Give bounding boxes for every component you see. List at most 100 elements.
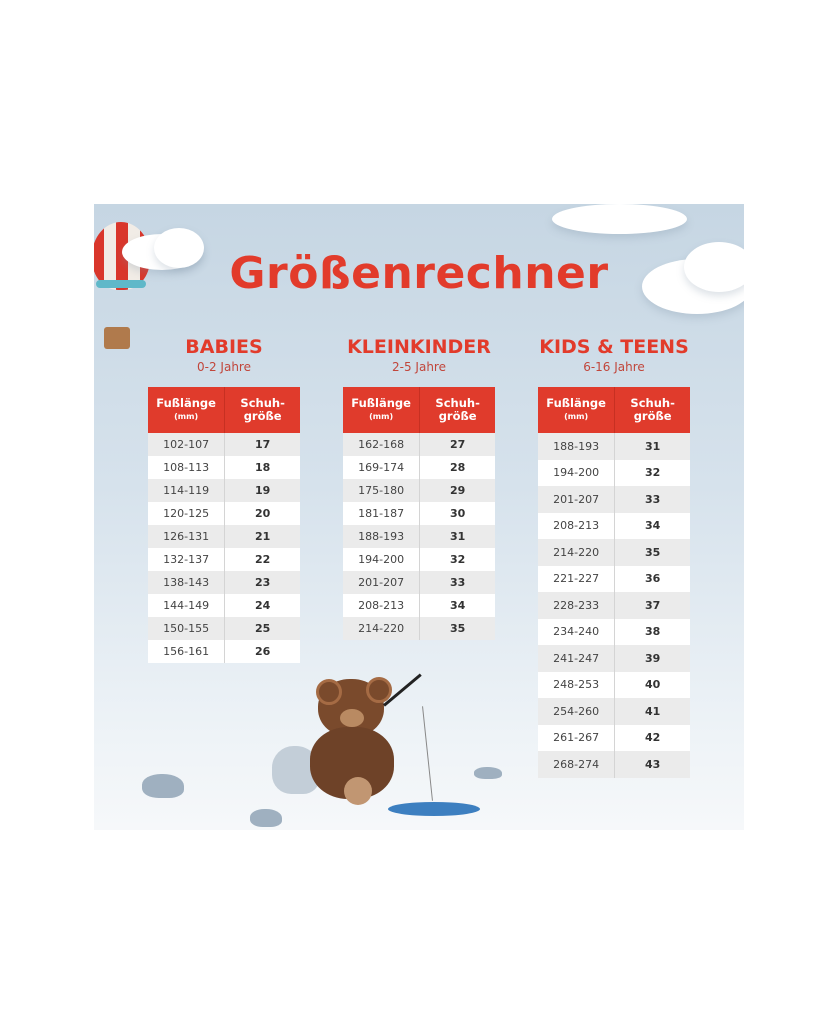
foot-length-cell: 169-174	[343, 456, 421, 479]
section-title: BABIES	[185, 336, 263, 358]
shoe-size-cell: 23	[224, 571, 300, 594]
section-title: KIDS & TEENS	[539, 336, 689, 358]
size-chart-card: Größenrechner BABIES 0-2 Jahre Fußlänge (…	[94, 204, 744, 830]
header-label: größe	[243, 409, 282, 423]
table-row: 108-113 18	[148, 456, 300, 479]
water-hole	[388, 802, 480, 816]
shoe-size-cell: 41	[614, 698, 690, 725]
shoe-size-cell: 17	[224, 433, 300, 456]
table-header: Fußlänge (mm) Schuh-größe	[343, 387, 495, 433]
table-row: 188-193 31	[343, 525, 495, 548]
header-foot-length: Fußlänge (mm)	[343, 387, 421, 433]
shoe-size-cell: 32	[614, 459, 690, 486]
size-section: KLEINKINDER 2-5 Jahre Fußlänge (mm) Schuh…	[343, 336, 495, 640]
foot-length-cell: 221-227	[538, 565, 616, 592]
header-label: Schuh-	[630, 396, 675, 410]
table-row: 102-107 17	[148, 433, 300, 456]
table-row: 221-227 36	[538, 565, 690, 592]
table-row: 194-200 32	[538, 459, 690, 486]
header-label: größe	[438, 409, 477, 423]
size-table: Fußlänge (mm) Schuh-größe 102-107 17 108-113…	[148, 387, 300, 663]
header-label: Fußlänge	[546, 396, 606, 410]
foot-length-cell: 248-253	[538, 671, 616, 698]
foot-length-cell: 234-240	[538, 618, 616, 645]
table-row: 261-267 42	[538, 724, 690, 751]
header-shoe-size: Schuh-größe	[614, 387, 690, 433]
foot-length-cell: 126-131	[148, 525, 226, 548]
header-shoe-size: Schuh-größe	[224, 387, 300, 433]
shoe-size-cell: 37	[614, 592, 690, 619]
table-header: Fußlänge (mm) Schuh-größe	[148, 387, 300, 433]
shoe-size-cell: 20	[224, 502, 300, 525]
shoe-size-cell: 21	[224, 525, 300, 548]
table-row: 162-168 27	[343, 433, 495, 456]
table-row: 114-119 19	[148, 479, 300, 502]
cloud	[552, 204, 687, 234]
table-row: 138-143 23	[148, 571, 300, 594]
table-row: 175-180 29	[343, 479, 495, 502]
foot-length-cell: 150-155	[148, 617, 226, 640]
shoe-size-cell: 39	[614, 645, 690, 672]
cloud	[684, 242, 744, 292]
shoe-size-cell: 33	[419, 571, 495, 594]
foot-length-cell: 132-137	[148, 548, 226, 571]
header-label: Fußlänge	[351, 396, 411, 410]
foot-length-cell: 120-125	[148, 502, 226, 525]
foot-length-cell: 162-168	[343, 433, 421, 456]
foot-length-cell: 175-180	[343, 479, 421, 502]
foot-length-cell: 188-193	[538, 433, 616, 460]
foot-length-cell: 188-193	[343, 525, 421, 548]
shoe-size-cell: 35	[419, 617, 495, 640]
header-foot-length: Fußlänge (mm)	[538, 387, 616, 433]
bear-illustration	[304, 677, 404, 805]
shoe-size-cell: 29	[419, 479, 495, 502]
foot-length-cell: 108-113	[148, 456, 226, 479]
shoe-size-cell: 35	[614, 539, 690, 566]
header-unit: (mm)	[564, 412, 589, 421]
section-age-range: 6-16 Jahre	[583, 360, 645, 374]
foot-length-cell: 201-207	[343, 571, 421, 594]
header-shoe-size: Schuh-größe	[419, 387, 495, 433]
table-row: 254-260 41	[538, 698, 690, 725]
foot-length-cell: 201-207	[538, 486, 616, 513]
size-table: Fußlänge (mm) Schuh-größe 162-168 27 169-174…	[343, 387, 495, 640]
shoe-size-cell: 27	[419, 433, 495, 456]
rock	[250, 809, 282, 827]
size-section: KIDS & TEENS 6-16 Jahre Fußlänge (mm) Sch…	[538, 336, 690, 778]
shoe-size-cell: 42	[614, 724, 690, 751]
table-row: 214-220 35	[538, 539, 690, 566]
shoe-size-cell: 32	[419, 548, 495, 571]
shoe-size-cell: 22	[224, 548, 300, 571]
shoe-size-cell: 19	[224, 479, 300, 502]
table-row: 248-253 40	[538, 671, 690, 698]
foot-length-cell: 228-233	[538, 592, 616, 619]
table-row: 156-161 26	[148, 640, 300, 663]
header-label: Schuh-	[435, 396, 480, 410]
shoe-size-cell: 24	[224, 594, 300, 617]
header-unit: (mm)	[369, 412, 394, 421]
table-row: 234-240 38	[538, 618, 690, 645]
header-label: Schuh-	[240, 396, 285, 410]
shoe-size-cell: 25	[224, 617, 300, 640]
table-row: 132-137 22	[148, 548, 300, 571]
table-row: 169-174 28	[343, 456, 495, 479]
table-row: 188-193 31	[538, 433, 690, 460]
shoe-size-cell: 34	[419, 594, 495, 617]
foot-length-cell: 268-274	[538, 751, 616, 778]
table-row: 268-274 43	[538, 751, 690, 778]
table-row: 120-125 20	[148, 502, 300, 525]
table-row: 228-233 37	[538, 592, 690, 619]
foot-length-cell: 241-247	[538, 645, 616, 672]
fishing-line	[422, 706, 433, 801]
foot-length-cell: 194-200	[538, 459, 616, 486]
section-title: KLEINKINDER	[347, 336, 491, 358]
table-row: 181-187 30	[343, 502, 495, 525]
foot-length-cell: 254-260	[538, 698, 616, 725]
header-unit: (mm)	[174, 412, 199, 421]
section-age-range: 2-5 Jahre	[392, 360, 446, 374]
foot-length-cell: 214-220	[343, 617, 421, 640]
shoe-size-cell: 40	[614, 671, 690, 698]
shoe-size-cell: 26	[224, 640, 300, 663]
cloud	[154, 228, 204, 268]
foot-length-cell: 156-161	[148, 640, 226, 663]
